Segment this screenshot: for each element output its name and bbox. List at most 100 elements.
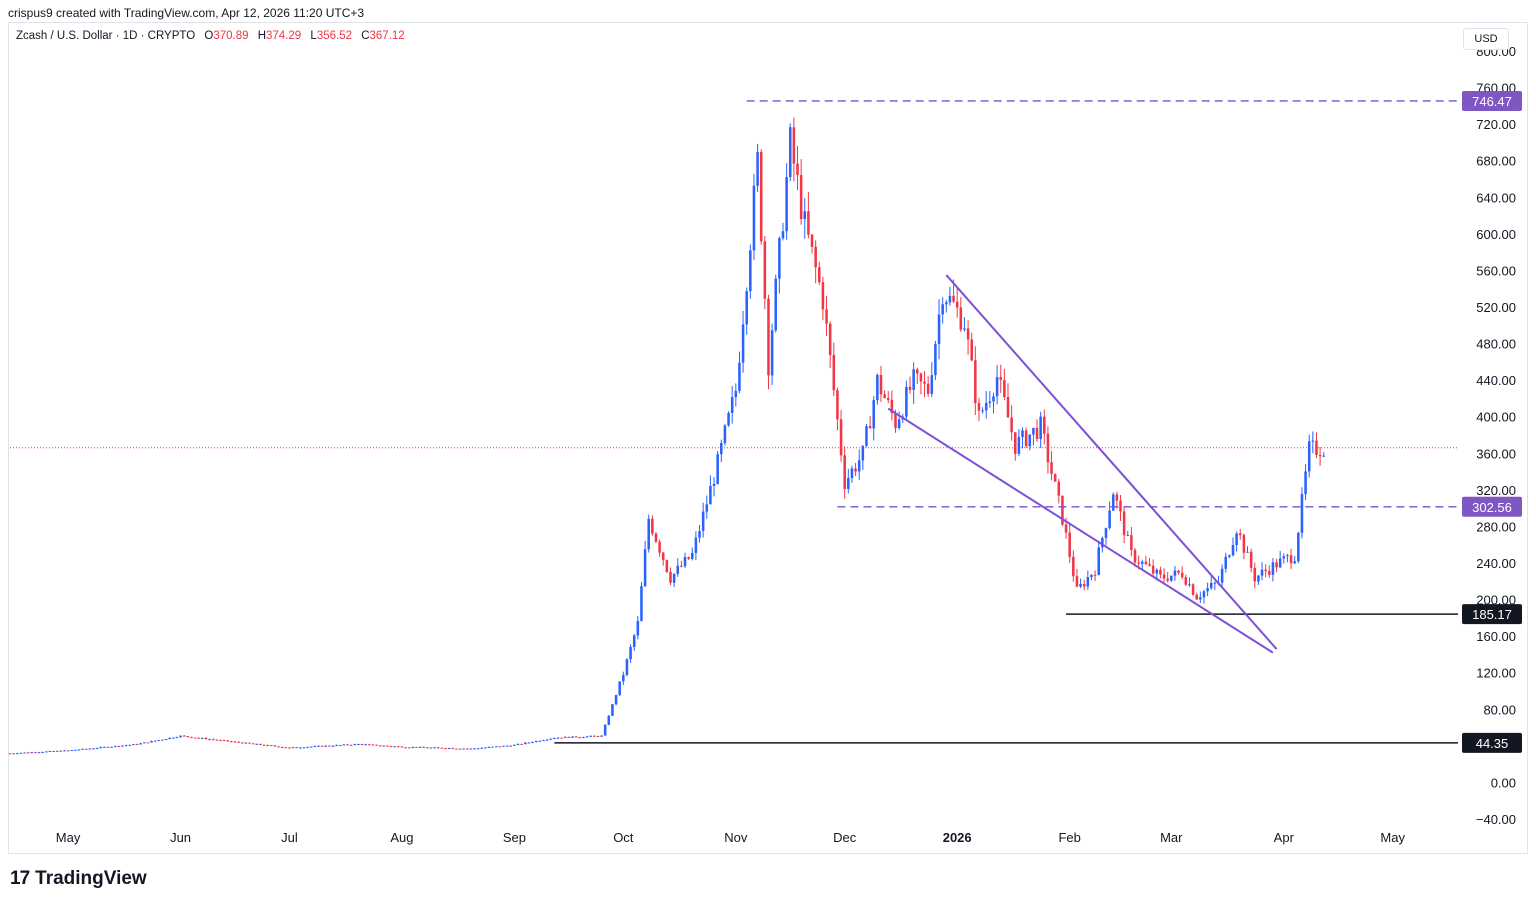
candle-body [502,745,505,747]
candle-body [603,724,607,736]
y-tick-label: 680.00 [1476,154,1516,169]
candle-body [1064,524,1068,533]
candle-body [618,681,621,695]
candle-body [498,746,502,748]
candle-body [426,747,429,749]
candle-body [288,747,291,749]
x-tick-label: Mar [1160,830,1183,845]
chart-credit: crispus9 created with TradingView.com, A… [8,6,365,20]
tradingview-logo-icon: 17 [10,868,30,889]
candle-body [1307,441,1311,472]
candle-body [284,747,288,749]
candle-body [839,419,843,456]
candle-body [738,362,741,391]
candle-body [1231,544,1235,556]
candle-body [389,745,393,747]
price-chart[interactable]: 800.00760.00720.00680.00640.00600.00560.… [0,0,1536,860]
candle-body [1130,535,1133,550]
candle-body [320,745,324,747]
candle-body [676,565,680,574]
candle-body [480,747,484,749]
candle-body [1017,437,1021,454]
candle-body [614,694,618,705]
candle-body [201,737,204,739]
candle-body [1311,440,1315,442]
currency-button[interactable]: USD [1463,28,1509,50]
candle-body [687,557,690,559]
level-tag-label: 746.47 [1472,94,1512,109]
candle-body [897,419,901,429]
candle-body [1126,535,1130,537]
candle-body [26,752,30,754]
candle-body [578,737,582,739]
candle-body [1242,535,1246,553]
candle-body [1275,562,1278,568]
y-tick-label: 520.00 [1476,300,1516,315]
candle-body [447,748,451,750]
candle-body [1246,551,1249,553]
x-tick-label: 2026 [943,830,972,845]
candle-body [567,736,571,738]
candle-body [850,468,854,479]
candle-body [803,211,807,220]
candle-body [534,740,538,743]
candle-body [1159,569,1162,575]
candle-body [146,742,150,744]
candle-body [669,571,672,583]
candle-body [74,749,77,751]
candle-body [890,399,894,414]
y-tick-label: 400.00 [1476,410,1516,425]
candle-body [15,753,19,755]
x-tick-label: Feb [1058,830,1080,845]
candle-body [8,753,12,755]
candle-body [683,557,687,567]
y-tick-label: 200.00 [1476,593,1516,608]
candle-body [734,390,738,398]
candle-body [999,377,1003,381]
candle-body [1268,571,1271,575]
wedge-trendline [945,274,1278,650]
candle-body [487,746,491,748]
candle-body [919,373,923,382]
candle-body [346,744,349,746]
candle-body [168,737,171,740]
y-tick-label: −40.00 [1476,812,1516,827]
candle-body [70,750,73,752]
candle-body [912,369,915,390]
candle-body [1032,427,1035,435]
x-tick-label: Apr [1274,830,1295,845]
candle-body [237,741,240,743]
candle-body [966,328,970,340]
symbol-title[interactable]: Zcash / U.S. Dollar · 1D · CRYPTO [16,30,196,42]
candle-body [1035,427,1039,440]
candle-body [988,401,992,403]
level-tag-label: 185.17 [1472,607,1512,622]
candle-body [415,746,418,748]
candle-body [995,377,999,397]
candle-body [861,445,865,461]
candle-body [915,369,919,374]
candle-body [266,745,269,747]
candle-body [244,742,248,744]
candle-body [879,374,883,395]
candle-body [92,748,95,750]
tradingview-logo[interactable]: 17 TradingView [10,868,147,890]
candle-body [208,739,211,741]
level-tag [1462,732,1522,753]
candle-body [505,745,509,747]
candle-body [440,747,444,749]
candle-body [418,746,422,748]
candle-body [204,737,208,740]
candle-body [331,745,335,747]
candle-body [1101,537,1104,548]
candle-body [926,383,930,394]
candle-body [945,302,948,305]
candle-body [981,410,984,412]
candle-body [150,741,153,743]
candle-body [651,518,654,534]
candle-body [727,412,730,426]
candle-body [313,746,317,748]
candle-body [172,737,175,739]
candle-body [128,744,132,746]
candle-body [484,747,487,749]
